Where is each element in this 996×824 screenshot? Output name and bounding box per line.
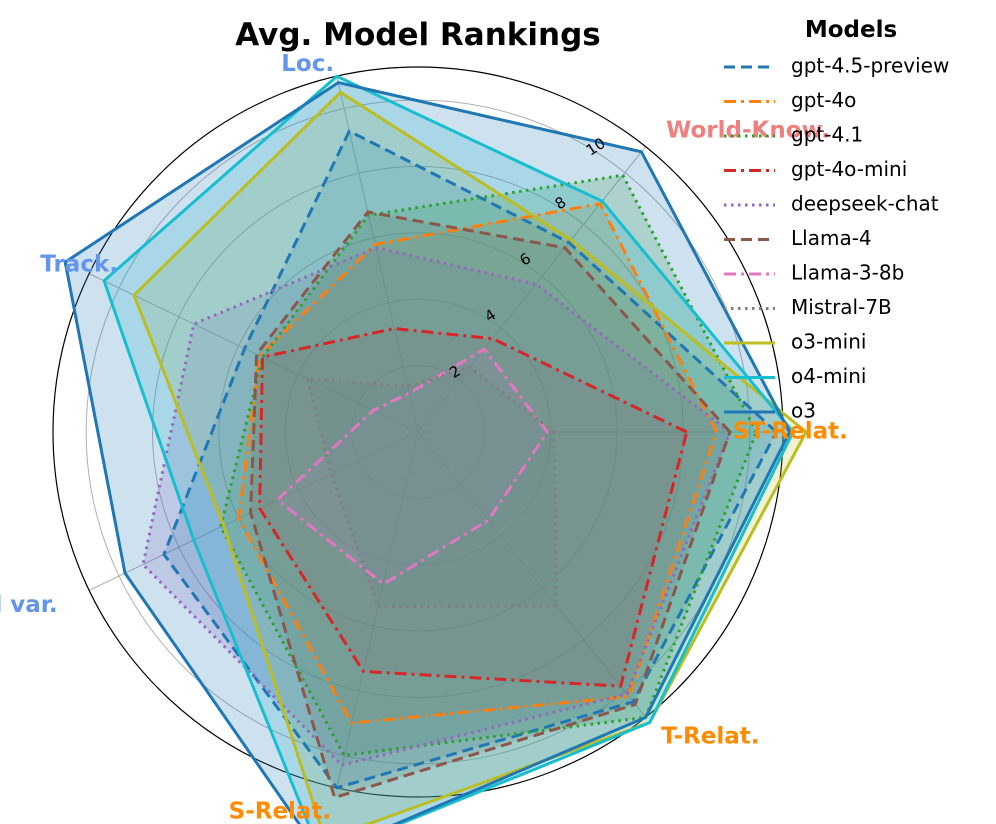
spoke-3 bbox=[88, 273, 419, 433]
spoke-1 bbox=[417, 146, 646, 433]
legend-label-o4-mini: o4-mini bbox=[791, 364, 866, 388]
outer-frame bbox=[52, 66, 784, 798]
series-fill-o4-mini bbox=[104, 76, 793, 824]
series-fill-gpt-4o-mini bbox=[259, 328, 687, 687]
legend-label-o3: o3 bbox=[791, 399, 816, 423]
legend-label-o3-mini: o3-mini bbox=[791, 330, 866, 354]
series-line-o4-mini bbox=[102, 74, 795, 824]
series-line-o3-mini bbox=[132, 90, 808, 824]
series-line-gpt-4o bbox=[237, 202, 719, 725]
series-line-gpt-4.5-preview bbox=[162, 129, 778, 790]
legend-label-deepseek-chat: deepseek-chat bbox=[791, 192, 939, 216]
series-lines bbox=[63, 74, 808, 824]
spoke-6 bbox=[417, 431, 646, 718]
axis-label-1: World-Know. bbox=[666, 118, 830, 144]
series-fill-Llama-4 bbox=[250, 212, 730, 798]
series-line-Llama-4 bbox=[249, 210, 732, 800]
spoke-2 bbox=[336, 76, 419, 433]
series-fill-gpt-4o bbox=[238, 203, 717, 724]
axis-labels: ST-Relat. World-Know. Loc. Track. Field var.… bbox=[0, 51, 848, 824]
series-fill-gpt-4.5-preview bbox=[163, 131, 777, 788]
axis-label-4: Field var. bbox=[0, 592, 58, 618]
chart-title: Avg. Model Rankings bbox=[235, 17, 600, 53]
axis-label-3: Track. bbox=[40, 252, 118, 278]
series-fill-Mistral-7B bbox=[307, 367, 557, 607]
legend-label-Llama-3-8b: Llama-3-8b bbox=[791, 261, 904, 285]
series-fill-o3 bbox=[65, 82, 790, 824]
legend-label-Llama-4: Llama-4 bbox=[791, 226, 872, 250]
legend-label-gpt-4.1: gpt-4.1 bbox=[791, 123, 863, 147]
series-fill-deepseek-chat bbox=[143, 247, 730, 766]
series-line-Llama-3-8b bbox=[276, 347, 549, 586]
legend: Models gpt-4.5-preview gpt-4o gpt-4.1 gpt-4… bbox=[724, 17, 949, 423]
spoke-5 bbox=[336, 431, 419, 788]
series-line-o3 bbox=[63, 81, 792, 824]
axis-label-2: Loc. bbox=[281, 51, 334, 77]
series-line-gpt-4o-mini bbox=[258, 327, 689, 688]
legend-title: Models bbox=[805, 17, 897, 43]
axis-label-6: T-Relat. bbox=[661, 723, 759, 749]
series-fill-o3-mini bbox=[134, 92, 807, 824]
series-line-deepseek-chat bbox=[141, 246, 732, 767]
series-line-Mistral-7B bbox=[305, 365, 559, 609]
series-fills bbox=[65, 76, 807, 824]
series-fill-gpt-4.1 bbox=[220, 175, 757, 756]
spoke-4 bbox=[88, 431, 419, 591]
legend-label-gpt-4o: gpt-4o bbox=[791, 88, 856, 112]
legend-label-gpt-4o-mini: gpt-4o-mini bbox=[791, 157, 907, 181]
legend-label-gpt-4.5-preview: gpt-4.5-preview bbox=[791, 54, 949, 78]
axis-label-5: S-Relat. bbox=[229, 799, 332, 824]
legend-label-Mistral-7B: Mistral-7B bbox=[791, 295, 892, 319]
axis-label-0: ST-Relat. bbox=[733, 419, 848, 445]
